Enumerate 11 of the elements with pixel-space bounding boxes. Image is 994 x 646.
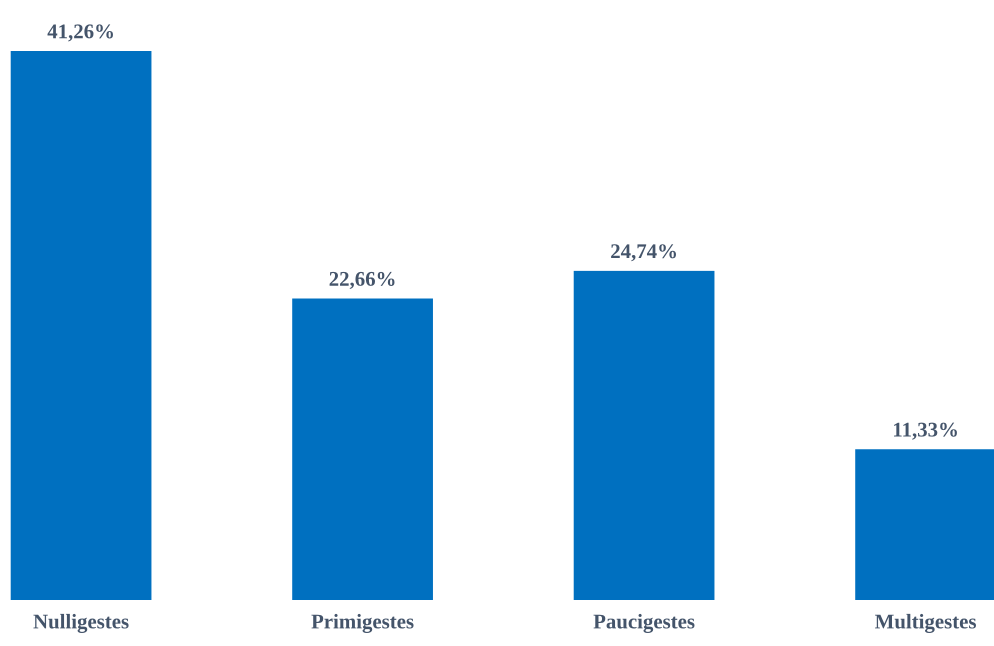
- x-tick-label: Paucigestes: [594, 614, 694, 633]
- x-tick-label: Nulligestes: [33, 614, 129, 633]
- x-tick-label: Primigestes: [311, 614, 414, 633]
- data-label: 11,33%: [894, 422, 957, 440]
- bar: [574, 270, 714, 600]
- data-label: 22,66%: [330, 272, 394, 289]
- data-label: 41,26%: [48, 24, 113, 42]
- x-tick-label: Multigestes: [875, 614, 976, 633]
- bar: [292, 298, 433, 600]
- data-label: 24,74%: [611, 244, 676, 262]
- bar: [10, 51, 152, 600]
